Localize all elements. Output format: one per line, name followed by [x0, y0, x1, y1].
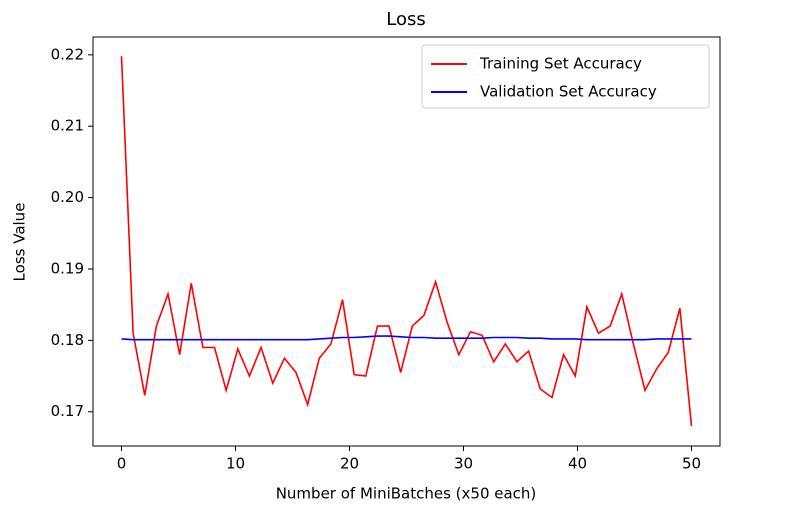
y-tick-label: 0.18	[51, 331, 84, 349]
x-tick-label: 10	[226, 455, 245, 473]
y-tick-label: 0.17	[51, 402, 84, 420]
plot-frame	[92, 36, 721, 447]
chart-title: Loss	[386, 9, 425, 30]
x-tick-label: 20	[340, 455, 359, 473]
legend-label: Training Set Accuracy	[479, 55, 642, 73]
y-tick-label: 0.19	[51, 259, 84, 277]
x-tick-label: 0	[117, 455, 127, 473]
line-series	[120, 56, 693, 427]
y-axis-label: Loss Value	[11, 203, 29, 282]
line-series	[121, 335, 692, 341]
x-axis-label: Number of MiniBatches (x50 each)	[276, 485, 537, 503]
x-tick-label: 50	[682, 455, 701, 473]
x-tick-label: 40	[568, 455, 587, 473]
y-tick-label: 0.20	[51, 188, 84, 206]
legend-box	[421, 44, 710, 109]
x-tick-label: 30	[454, 455, 473, 473]
legend-label: Validation Set Accuracy	[480, 83, 657, 101]
y-tick-label: 0.22	[51, 45, 84, 63]
y-tick-label: 0.21	[51, 117, 84, 135]
